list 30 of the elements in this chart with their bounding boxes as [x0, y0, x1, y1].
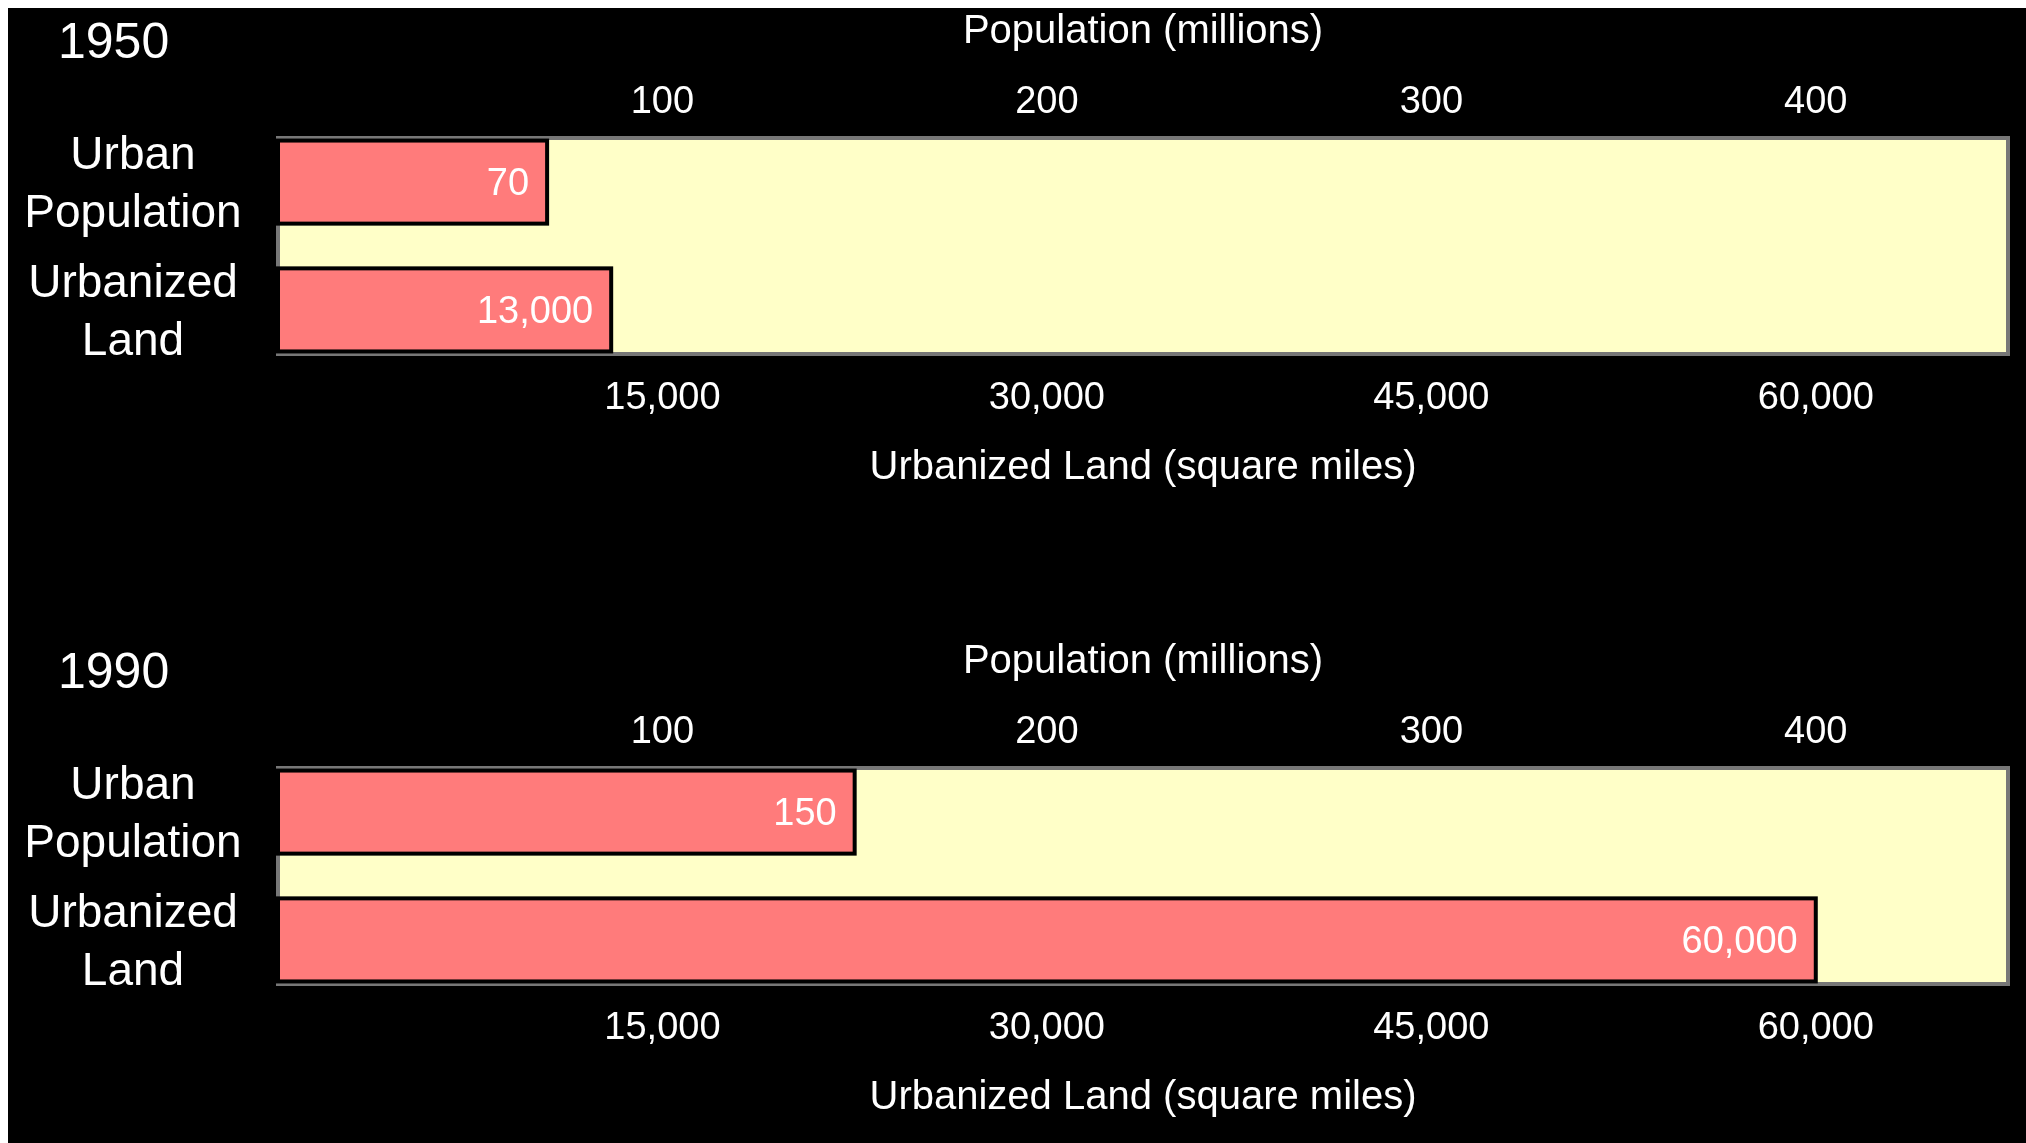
x-tick-label: 60,000	[1757, 375, 1874, 417]
data-label: 70	[486, 161, 530, 204]
x2-tick-label: 100	[630, 79, 695, 121]
data-label: 150	[773, 791, 837, 834]
data-label: 13,000	[476, 289, 594, 332]
data-label: 60,000	[1681, 919, 1798, 962]
x2-tick-label: 300	[1399, 709, 1464, 751]
x2-tick-label: 100	[630, 709, 695, 751]
y-tick-label: Urbanized Land	[28, 255, 238, 366]
x-axis-title: Urbanized Land (square miles)	[869, 443, 1417, 487]
chart-title: 1990	[58, 643, 170, 699]
x-axis-title: Urbanized Land (square miles)	[869, 1073, 1417, 1117]
x-tick-label: 45,000	[1373, 375, 1490, 417]
y-tick-label: Urbanized Land	[28, 885, 238, 996]
x2-tick-label: 400	[1784, 709, 1848, 751]
x2-axis-title: Population (millions)	[962, 637, 1324, 681]
chart-title: 1950	[58, 13, 170, 69]
x2-tick-label: 200	[1015, 79, 1079, 121]
x2-tick-label: 300	[1399, 79, 1464, 121]
x-tick-label: 30,000	[988, 1005, 1106, 1047]
x-tick-label: 45,000	[1373, 1005, 1490, 1047]
y-tick-label: Urban Population	[24, 127, 242, 238]
y-tick-label: Urban Population	[24, 757, 242, 868]
x-tick-label: 30,000	[988, 375, 1106, 417]
x2-tick-label: 200	[1015, 709, 1079, 751]
x-tick-label: 15,000	[604, 1005, 721, 1047]
x2-axis-title: Population (millions)	[962, 7, 1324, 51]
x2-tick-label: 400	[1784, 79, 1848, 121]
x-tick-label: 15,000	[604, 375, 721, 417]
x-tick-label: 60,000	[1757, 1005, 1874, 1047]
